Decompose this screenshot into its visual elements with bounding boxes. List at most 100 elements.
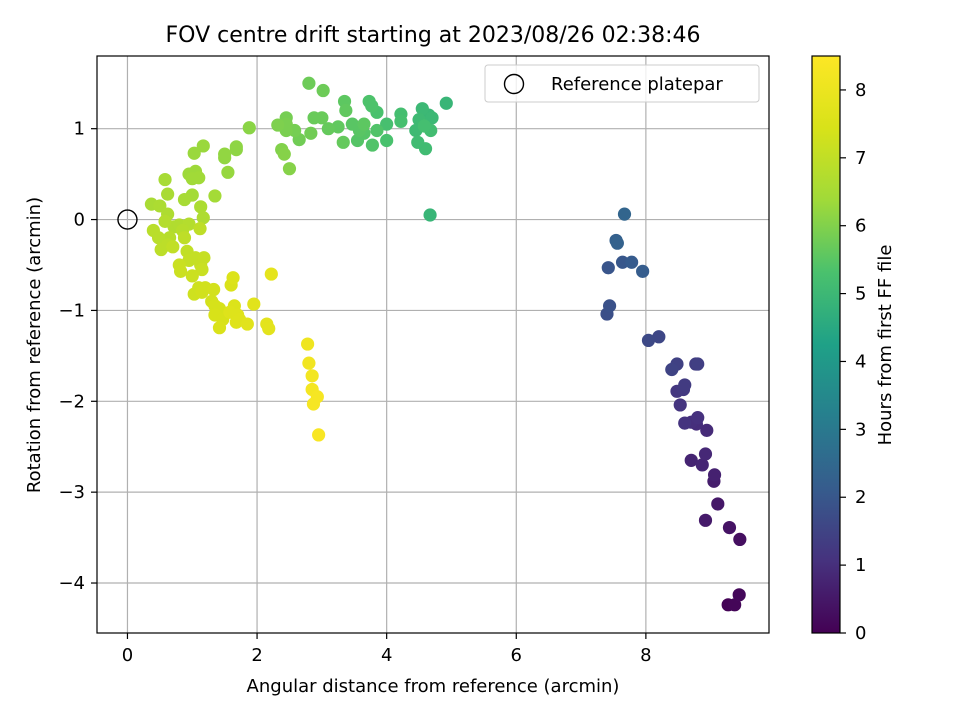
colorbar-tick-label: 8 [855, 80, 866, 101]
data-point [218, 147, 232, 161]
data-point [312, 428, 326, 442]
data-point [177, 192, 192, 207]
colorbar-tick-label: 4 [855, 351, 866, 372]
legend-marker-icon [503, 73, 525, 95]
data-point [195, 285, 209, 299]
data-point [711, 497, 725, 511]
data-point [691, 411, 705, 425]
colorbar-tick-label: 5 [855, 284, 866, 305]
x-tick-label: 2 [251, 645, 262, 666]
reference-marker [117, 209, 138, 230]
colorbar-tick-label: 6 [855, 216, 866, 237]
x-tick-label: 6 [511, 645, 522, 666]
data-point [302, 76, 316, 90]
data-point [302, 356, 316, 370]
data-point [151, 231, 166, 245]
data-point [423, 208, 437, 222]
y-tick-label: 1 [74, 119, 85, 140]
data-point [277, 147, 291, 161]
data-point [316, 83, 330, 98]
data-point [678, 378, 692, 392]
data-point [722, 520, 737, 535]
data-point [264, 267, 278, 281]
data-point [728, 598, 742, 612]
data-point [221, 165, 235, 179]
y-tick-label: 0 [74, 210, 85, 231]
chart-title: FOV centre drift starting at 2023/08/26 … [166, 23, 701, 48]
data-point [365, 138, 380, 152]
data-point [357, 117, 371, 131]
data-point [684, 453, 698, 467]
data-point [417, 119, 431, 133]
data-point [636, 264, 650, 278]
data-point [411, 135, 425, 149]
colorbar-tick-label: 0 [855, 623, 866, 644]
y-axis-label: Rotation from reference (arcmin) [24, 197, 45, 493]
data-point [304, 126, 318, 140]
data-point [415, 102, 429, 116]
data-point [247, 297, 261, 311]
data-point [301, 337, 315, 351]
data-point [185, 269, 199, 283]
y-tick-label: −1 [58, 300, 85, 321]
data-point [177, 231, 192, 245]
colorbar: 0 1 2 3 4 5 6 7 8 Hours from first FF file [811, 55, 896, 644]
data-point [345, 117, 359, 131]
data-point [262, 321, 276, 336]
colorbar-tick-label: 1 [855, 555, 866, 576]
data-point [625, 255, 639, 269]
legend-box [484, 64, 760, 103]
data-point [394, 114, 408, 129]
data-point [185, 172, 199, 186]
data-point [271, 118, 285, 132]
data-point [691, 357, 705, 371]
data-point [641, 333, 656, 348]
colorbar-ticks: 0 1 2 3 4 5 6 7 8 [840, 80, 866, 644]
data-point [602, 299, 617, 313]
legend: Reference platepar [484, 64, 760, 103]
data-point [196, 211, 210, 225]
data-point [321, 122, 335, 136]
data-point [207, 282, 221, 297]
y-tick-label: −2 [58, 391, 85, 412]
data-point [229, 140, 243, 154]
data-point [615, 255, 630, 269]
x-axis-ticks: 0 2 4 6 8 [122, 633, 652, 666]
data-point [197, 251, 211, 265]
data-point [226, 271, 240, 285]
data-point [610, 236, 624, 250]
data-point [282, 162, 297, 176]
data-point [732, 588, 746, 602]
data-point [733, 532, 747, 547]
y-axis-ticks: −4 −3 −2 −1 0 1 [58, 119, 97, 594]
data-point [193, 222, 207, 236]
data-point [194, 200, 208, 214]
data-point [166, 240, 180, 254]
y-tick-label: −4 [58, 573, 85, 594]
colorbar-gradient [811, 55, 841, 634]
data-point [336, 135, 350, 149]
data-point [158, 172, 172, 187]
data-point [173, 264, 188, 278]
data-point [307, 111, 321, 125]
data-point [707, 468, 722, 482]
data-point [698, 513, 713, 527]
data-points [144, 76, 747, 612]
data-point [196, 139, 210, 153]
data-point [161, 187, 175, 201]
x-axis-label: Angular distance from reference (arcmin) [247, 676, 620, 697]
data-point [306, 397, 321, 411]
y-tick-label: −3 [58, 482, 85, 503]
data-point [240, 317, 254, 331]
colorbar-label: Hours from first FF file [875, 245, 896, 446]
colorbar-tick-label: 2 [855, 487, 866, 508]
data-point [212, 321, 227, 335]
x-tick-label: 0 [122, 645, 133, 666]
data-point [652, 330, 666, 344]
colorbar-tick-label: 3 [855, 419, 866, 440]
data-point [229, 315, 243, 329]
data-point [673, 398, 687, 412]
plot-frame [96, 55, 770, 634]
data-point [700, 423, 714, 437]
data-point [601, 261, 615, 275]
